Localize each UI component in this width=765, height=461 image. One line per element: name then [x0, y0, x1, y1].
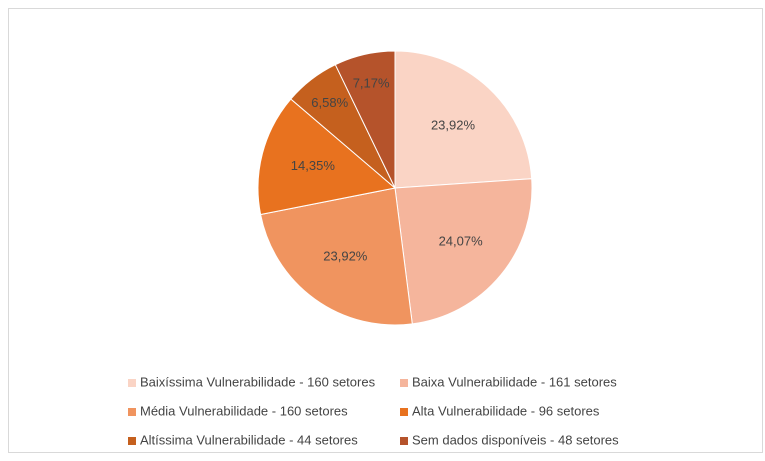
pie-slice [394, 50, 533, 189]
legend-swatch [128, 408, 136, 416]
legend-swatch [400, 408, 408, 416]
pie-slice [334, 50, 396, 189]
data-label: 24,07% [439, 233, 484, 248]
legend-label: Altíssima Vulnerabilidade - 44 setores [140, 432, 358, 447]
legend-label: Alta Vulnerabilidade - 96 setores [412, 403, 600, 418]
pie-slice [394, 178, 533, 325]
legend-label: Sem dados disponíveis - 48 setores [412, 432, 619, 447]
data-label: 14,35% [291, 158, 336, 173]
data-label: 6,58% [311, 95, 348, 110]
legend-label: Média Vulnerabilidade - 160 setores [140, 403, 348, 418]
legend-swatch [128, 379, 136, 387]
data-label: 23,92% [323, 248, 368, 263]
legend-label: Baixíssima Vulnerabilidade - 160 setores [140, 374, 376, 389]
legend-swatch [400, 437, 408, 445]
legend-swatch [128, 437, 136, 445]
data-label: 23,92% [431, 117, 476, 132]
pie-slice [257, 98, 397, 216]
legend-swatch [400, 379, 408, 387]
pie-slice [259, 187, 413, 326]
legend-label: Baixa Vulnerabilidade - 161 setores [412, 374, 617, 389]
data-label: 7,17% [353, 75, 390, 90]
